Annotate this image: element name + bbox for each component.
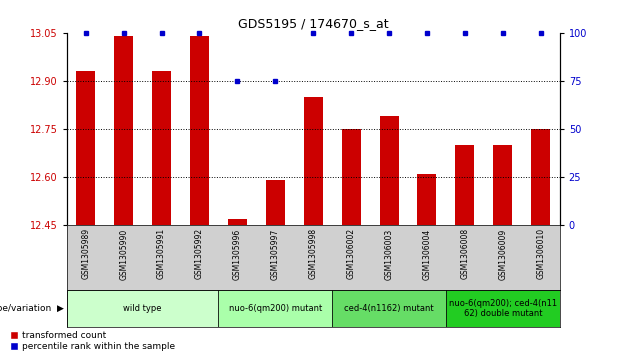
Text: GSM1305992: GSM1305992 xyxy=(195,228,204,280)
Text: GSM1305996: GSM1305996 xyxy=(233,228,242,280)
Text: GSM1306003: GSM1306003 xyxy=(385,228,394,280)
Text: GSM1306008: GSM1306008 xyxy=(460,228,469,280)
Bar xyxy=(67,290,218,327)
Text: GSM1306010: GSM1306010 xyxy=(536,228,545,280)
Bar xyxy=(228,219,247,225)
Bar xyxy=(304,97,322,225)
Bar xyxy=(342,129,361,225)
Legend: transformed count, percentile rank within the sample: transformed count, percentile rank withi… xyxy=(11,331,175,351)
Text: GSM1305989: GSM1305989 xyxy=(81,228,90,280)
Title: GDS5195 / 174670_s_at: GDS5195 / 174670_s_at xyxy=(238,17,389,30)
Bar xyxy=(380,116,399,225)
Text: GSM1305998: GSM1305998 xyxy=(308,228,318,280)
Text: GSM1305997: GSM1305997 xyxy=(271,228,280,280)
Bar xyxy=(494,145,512,225)
Bar xyxy=(190,36,209,225)
Bar xyxy=(218,290,332,327)
Bar xyxy=(266,180,285,225)
Text: GSM1305991: GSM1305991 xyxy=(157,228,166,280)
Text: nuo-6(qm200) mutant: nuo-6(qm200) mutant xyxy=(229,304,322,313)
Text: wild type: wild type xyxy=(123,304,162,313)
Text: GSM1305990: GSM1305990 xyxy=(119,228,128,280)
Bar xyxy=(332,290,446,327)
Bar xyxy=(114,36,133,225)
Text: genotype/variation  ▶: genotype/variation ▶ xyxy=(0,304,64,313)
Bar xyxy=(531,129,550,225)
Bar xyxy=(417,174,436,225)
Bar xyxy=(76,71,95,225)
Text: GSM1306002: GSM1306002 xyxy=(347,228,356,280)
Text: ced-4(n1162) mutant: ced-4(n1162) mutant xyxy=(344,304,434,313)
Text: GSM1306009: GSM1306009 xyxy=(499,228,508,280)
Bar xyxy=(152,71,171,225)
Bar xyxy=(446,290,560,327)
Text: nuo-6(qm200); ced-4(n11
62) double mutant: nuo-6(qm200); ced-4(n11 62) double mutan… xyxy=(449,299,557,318)
Bar xyxy=(455,145,474,225)
Text: GSM1306004: GSM1306004 xyxy=(422,228,431,280)
